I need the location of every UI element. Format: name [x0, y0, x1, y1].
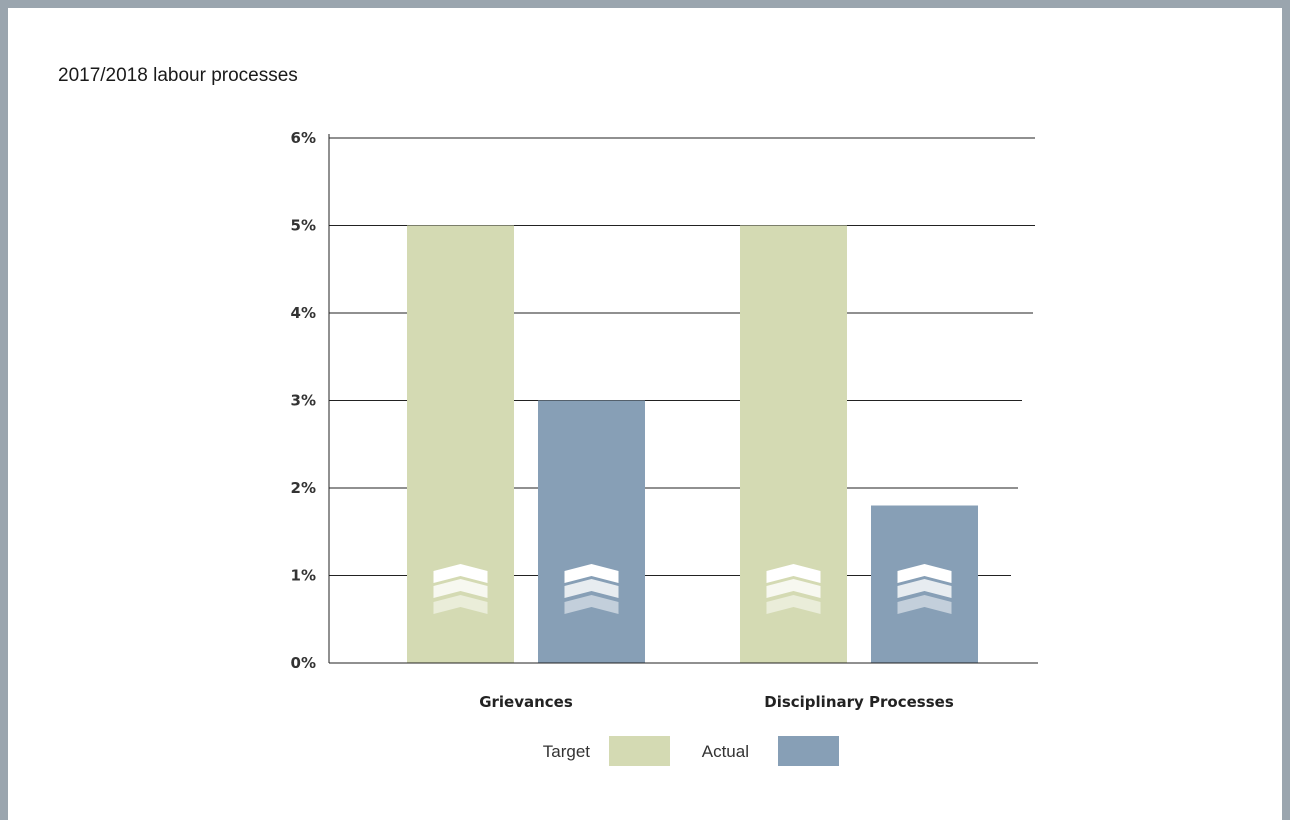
y-tick-label: 2% — [291, 479, 316, 497]
chevron-up-stack-icon — [564, 564, 619, 614]
y-tick-label: 4% — [291, 304, 316, 322]
y-tick-label: 0% — [291, 654, 316, 672]
legend-swatch — [778, 736, 839, 766]
bar-chart: 0% 1% 2% 3% 4% 5% 6% Grievances Disciplinary Pro… — [291, 129, 1038, 766]
legend-swatch — [609, 736, 670, 766]
chevron-icon — [766, 579, 821, 598]
y-tick-label: 1% — [291, 567, 316, 585]
chevron-icon — [766, 564, 821, 583]
legend-label: Target — [543, 742, 591, 761]
chevron-icon — [564, 564, 619, 583]
y-tick-label: 3% — [291, 392, 316, 410]
y-tick-label: 6% — [291, 129, 316, 147]
chevron-icon — [433, 579, 488, 598]
chevron-icon — [766, 595, 821, 614]
bar — [538, 400, 645, 663]
chevron-icon — [433, 595, 488, 614]
chevron-icon — [897, 579, 952, 598]
category-label: Disciplinary Processes — [764, 693, 954, 711]
y-tick-label: 5% — [291, 217, 316, 235]
chevron-up-stack-icon — [897, 564, 952, 614]
chevron-icon — [564, 595, 619, 614]
chart-title: 2017/2018 labour processes — [58, 65, 298, 86]
category-label: Grievances — [479, 693, 573, 711]
chevron-icon — [433, 564, 488, 583]
legend-label: Actual — [702, 742, 749, 761]
chevron-up-stack-icon — [433, 564, 488, 614]
chevron-icon — [897, 564, 952, 583]
chevron-icon — [564, 579, 619, 598]
chevron-icon — [897, 595, 952, 614]
chevron-up-stack-icon — [766, 564, 821, 614]
